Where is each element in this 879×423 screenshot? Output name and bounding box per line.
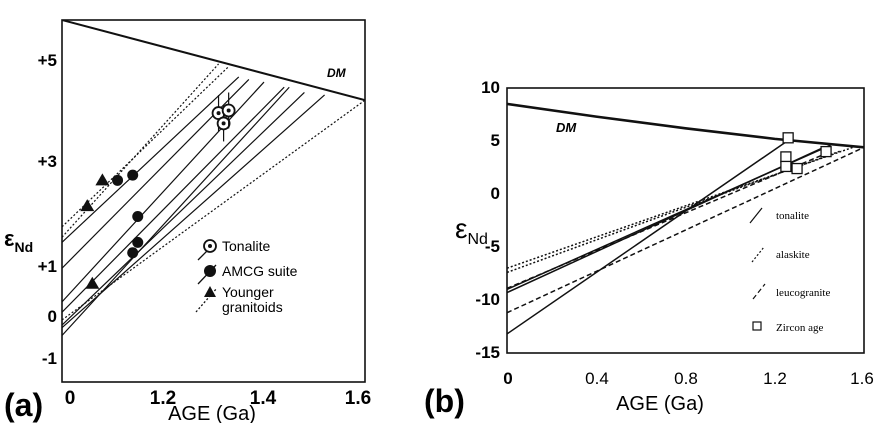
legend-label-younger: Younger — [222, 284, 274, 300]
evolution-line — [507, 150, 831, 290]
panel-label-a: (a) — [4, 387, 43, 423]
evolution-line — [507, 146, 864, 314]
tonalite-point-center — [226, 108, 231, 113]
y-tick-label: 10 — [481, 78, 500, 97]
evolution-line — [62, 66, 230, 228]
legend-label-granitoids: granitoids — [222, 299, 283, 315]
legend-b: tonalite alaskite leucogranite Zircon ag… — [749, 207, 830, 334]
evolution-line — [62, 63, 219, 238]
x-tick-label: 0 — [65, 388, 76, 409]
y-tick-label: 0 — [491, 184, 500, 203]
legend-label-zircon: Zircon age — [776, 322, 823, 334]
evolution-line — [62, 81, 265, 303]
amcg-point — [112, 174, 124, 186]
dm-curve — [507, 102, 864, 149]
legend-marker-zircon — [752, 321, 762, 331]
amcg-point — [132, 211, 144, 223]
legend-line-younger — [195, 287, 218, 313]
evolution-line — [62, 86, 285, 313]
panel-a: +5 +3 +1 0 -1 εNd 0 1.2 1.4 1.6 AGE (Ga)… — [4, 19, 372, 423]
x-tick-label: 1.6 — [850, 369, 874, 388]
y-tick-label: -10 — [475, 290, 500, 309]
x-axis-a: 0 1.2 1.4 1.6 AGE (Ga) — [65, 388, 372, 423]
x-tick-label: 1.6 — [345, 388, 371, 409]
evolution-line — [62, 91, 305, 326]
tonalite-point-center — [221, 121, 226, 126]
legend-line-tonalite — [749, 207, 763, 224]
granitoid-point — [95, 173, 110, 186]
tonalite-point-center — [216, 111, 221, 116]
data-layer-b — [507, 102, 864, 335]
amcg-point — [127, 169, 139, 181]
x-axis-b: 0 0.4 0.8 1.2 1.6 AGE (Ga) — [503, 369, 874, 415]
x-tick-label: 1.2 — [763, 369, 787, 388]
legend-line-leucogranite — [752, 283, 766, 300]
y-tick-label: 0 — [48, 307, 57, 326]
evolution-line — [62, 99, 365, 321]
y-axis-a: +5 +3 +1 0 -1 εNd — [4, 51, 57, 368]
x-tick-label: 0.8 — [674, 369, 698, 388]
evolution-line — [62, 86, 290, 336]
data-layer-a — [62, 20, 365, 336]
zircon-age-point — [780, 160, 792, 173]
x-tick-label: 0 — [503, 369, 512, 388]
zircon-age-point — [820, 145, 832, 158]
y-tick-label: +5 — [38, 51, 57, 70]
zircon-age-point — [782, 132, 794, 144]
panel-label-b: (b) — [424, 383, 465, 419]
legend-label-tonalite: Tonalite — [222, 238, 270, 254]
evolution-line — [62, 76, 240, 243]
evolution-line — [507, 138, 791, 335]
y-axis-label: εNd — [455, 213, 488, 248]
x-tick-label: 0.4 — [585, 369, 609, 388]
legend-label-alaskite: alaskite — [776, 249, 810, 261]
plot-frame-a — [61, 19, 366, 383]
legend-label-leucogranite: leucogranite — [776, 287, 830, 299]
dm-curve — [62, 20, 365, 102]
x-tick-label: 1.2 — [150, 388, 176, 409]
y-axis-label: εNd — [4, 226, 33, 255]
legend-marker-dot — [208, 244, 212, 248]
evolution-line — [507, 146, 825, 294]
granitoid-point — [80, 199, 95, 212]
granitoid-point — [85, 276, 100, 289]
plot-frame-b — [506, 87, 865, 354]
legend-label-amcg: AMCG suite — [222, 263, 298, 279]
x-tick-label: 1.4 — [250, 388, 277, 409]
panel-b: 10 5 0 -5 -10 -15 εNd 0 0.4 0.8 1.2 1.6 … — [424, 78, 874, 419]
dm-label-a: DM — [327, 66, 347, 80]
zircon-age-point — [780, 151, 792, 163]
y-tick-label: +1 — [38, 257, 57, 276]
y-axis-b: 10 5 0 -5 -10 -15 εNd — [455, 78, 500, 362]
legend-line-alaskite — [751, 246, 765, 263]
y-tick-label: +3 — [38, 152, 57, 171]
x-axis-label: AGE (Ga) — [616, 393, 704, 415]
legend-marker-amcg — [204, 265, 216, 277]
y-tick-label: 5 — [491, 131, 500, 150]
dm-label-b: DM — [556, 120, 577, 135]
amcg-point — [127, 247, 139, 259]
legend-marker-younger — [204, 286, 216, 297]
x-axis-label: AGE (Ga) — [168, 403, 256, 423]
zircon-age-point — [791, 162, 803, 175]
legend-label-tonalite: tonalite — [776, 210, 809, 222]
y-tick-label: -15 — [475, 343, 500, 362]
y-tick-label: -5 — [485, 237, 500, 256]
amcg-point — [132, 236, 144, 248]
y-tick-label: -1 — [42, 349, 57, 368]
legend-a: Tonalite AMCG suite Younger granitoids — [195, 238, 298, 315]
